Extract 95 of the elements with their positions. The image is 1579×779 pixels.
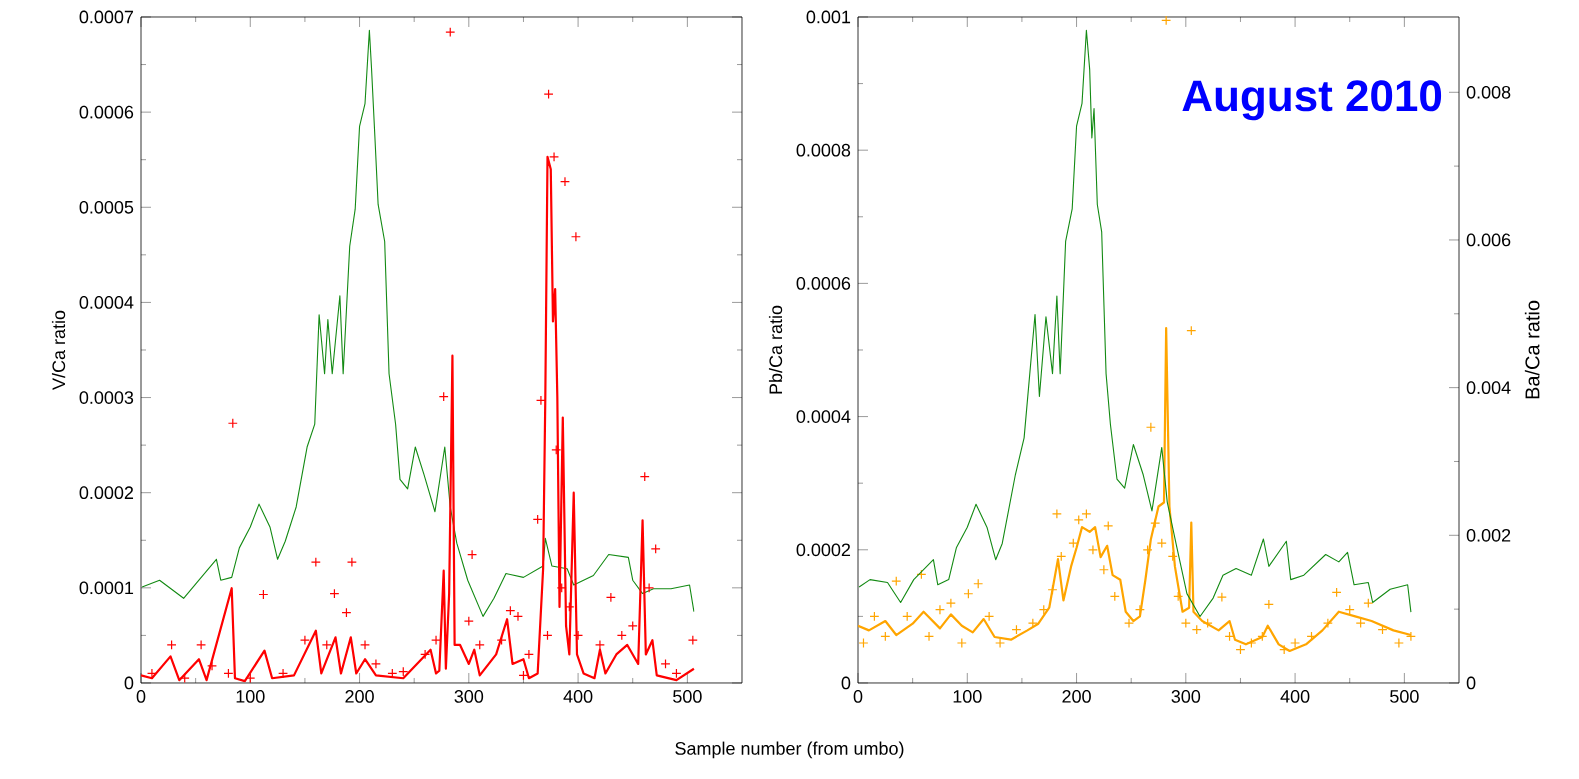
point — [321, 639, 332, 650]
point — [984, 611, 995, 622]
point — [644, 582, 655, 593]
annotation: August 2010 — [1182, 80, 1442, 121]
point — [995, 638, 1006, 649]
y-tick-label: 0.0006 — [79, 105, 134, 119]
point — [1087, 544, 1098, 555]
x-tick-label: 0 — [136, 690, 146, 703]
point — [891, 576, 902, 587]
point — [278, 668, 289, 679]
point — [945, 598, 956, 609]
point — [1363, 598, 1374, 609]
point — [1134, 604, 1145, 615]
y-tick-label: 0.0005 — [79, 200, 134, 214]
point — [627, 620, 638, 631]
x-tick-label: 400 — [1280, 690, 1310, 703]
point — [1355, 618, 1366, 629]
x-tick-label: 200 — [1062, 690, 1091, 703]
y-axis-title: Pb/Ca ratio — [768, 305, 783, 394]
point — [1290, 638, 1301, 649]
point — [474, 639, 485, 650]
point — [559, 176, 570, 187]
y-tick-label: 0.0002 — [796, 543, 851, 557]
point — [1124, 618, 1134, 629]
x-tick-label: 500 — [1390, 690, 1419, 703]
point — [1393, 638, 1404, 649]
y2-tick-label: 0 — [1466, 676, 1476, 690]
point — [523, 649, 534, 660]
point — [1202, 618, 1213, 629]
point — [594, 639, 605, 650]
point — [956, 638, 967, 649]
point — [1156, 538, 1167, 549]
point — [1098, 564, 1109, 575]
y-tick-label: 0.001 — [806, 10, 851, 24]
point — [1180, 618, 1191, 629]
point — [346, 557, 357, 568]
y-tick-label: 0 — [841, 676, 851, 690]
x-tick-label: 100 — [953, 690, 982, 703]
point — [512, 611, 523, 622]
point — [660, 658, 671, 669]
point — [549, 151, 560, 162]
x-tick-label: 300 — [454, 690, 484, 703]
y-tick-label: 0.0008 — [796, 143, 851, 157]
point — [924, 631, 935, 642]
point — [299, 635, 310, 646]
y2-axis-title: Ba/Ca ratio — [1524, 300, 1540, 399]
y-axis-title: V/Ca ratio — [51, 310, 66, 390]
point — [1027, 618, 1038, 629]
point — [467, 549, 478, 560]
point — [463, 616, 474, 627]
point — [166, 639, 177, 650]
y-tick-label: 0.0004 — [79, 296, 134, 309]
x-tick-label: 500 — [673, 690, 702, 703]
line-series — [858, 326, 1413, 653]
point — [420, 649, 431, 660]
y-tick-label: 0.0004 — [796, 410, 851, 423]
x-tick-label: 400 — [563, 690, 593, 703]
point — [196, 639, 207, 650]
y-tick-label: 0.0006 — [796, 277, 851, 290]
y2-tick-label: 0.004 — [1466, 381, 1511, 395]
x-axis-title: Sample number (from umbo) — [675, 741, 904, 759]
y-tick-label: 0.0003 — [79, 391, 134, 404]
point — [1263, 599, 1274, 610]
y-tick-label: 0.0002 — [79, 486, 134, 500]
point — [1405, 631, 1416, 642]
point — [858, 638, 869, 649]
point — [360, 639, 371, 650]
point — [570, 231, 581, 242]
y2-tick-label: 0.008 — [1466, 85, 1511, 99]
point — [1051, 508, 1062, 519]
point — [1150, 518, 1161, 529]
point — [1145, 422, 1156, 433]
line-series — [141, 29, 695, 617]
y-tick-label: 0.0001 — [79, 581, 134, 595]
point — [934, 604, 945, 615]
point — [1322, 618, 1333, 629]
point — [543, 89, 554, 100]
point — [551, 444, 562, 455]
y-tick-label: 0 — [124, 676, 134, 690]
point — [535, 395, 546, 406]
point — [573, 630, 584, 641]
point — [564, 601, 575, 612]
point — [370, 658, 381, 669]
point — [207, 660, 218, 671]
line-series — [141, 155, 696, 683]
point — [605, 592, 616, 603]
point — [1246, 638, 1257, 649]
y2-tick-label: 0.006 — [1466, 233, 1511, 247]
x-tick-label: 0 — [853, 690, 863, 703]
point — [1216, 592, 1227, 603]
x-tick-label: 200 — [345, 690, 374, 703]
y2-tick-label: 0.002 — [1466, 528, 1511, 542]
y-tick-label: 0.0007 — [79, 10, 134, 24]
x-tick-label: 300 — [1171, 690, 1201, 703]
x-tick-label: 100 — [236, 690, 265, 703]
